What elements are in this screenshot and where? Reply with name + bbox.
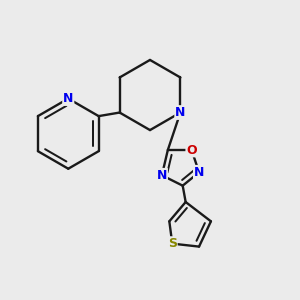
- Text: O: O: [186, 143, 197, 157]
- Text: N: N: [175, 106, 186, 119]
- Text: N: N: [194, 166, 204, 179]
- Text: S: S: [168, 237, 177, 250]
- Text: N: N: [157, 169, 167, 182]
- Text: N: N: [63, 92, 74, 105]
